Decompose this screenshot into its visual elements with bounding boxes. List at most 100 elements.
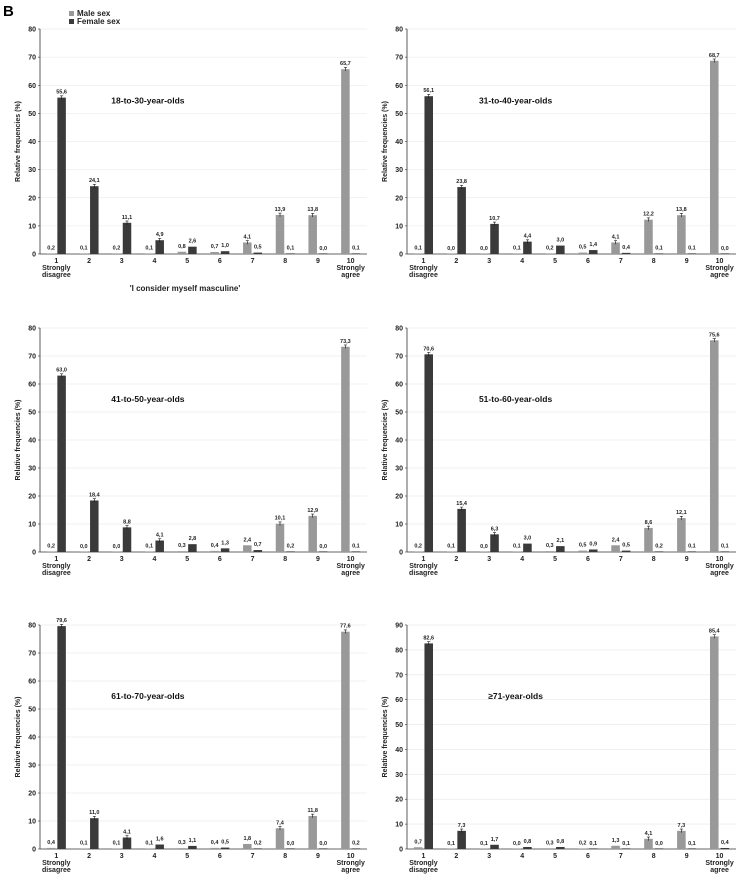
data-label-male: 0,1 <box>447 841 455 847</box>
bar-female <box>57 626 66 849</box>
bar-female <box>57 375 66 552</box>
chart-title: 61-to-70-year-olds <box>111 691 184 701</box>
y-tick-label: 20 <box>28 195 36 202</box>
bar-female <box>556 847 565 849</box>
y-tick-label: 0 <box>399 252 403 259</box>
data-label-female: 0,1 <box>589 841 597 847</box>
y-tick-label: 20 <box>28 791 36 798</box>
bar-male <box>144 551 154 552</box>
bar-male <box>611 242 620 254</box>
y-tick-label: 0 <box>32 550 36 557</box>
bar-male <box>112 551 121 552</box>
data-label-female: 0,2 <box>287 543 295 549</box>
bar-male <box>512 551 522 552</box>
bar-male <box>46 551 56 552</box>
x-tick-sublabel: Strongly <box>409 563 437 570</box>
x-tick-label: 3 <box>487 556 491 563</box>
y-axis-label: Relative frequencies (%) <box>15 400 22 481</box>
data-label-male: 65,7 <box>340 61 351 67</box>
bar-female <box>318 848 328 849</box>
x-tick-sublabel: Strongly <box>705 563 733 570</box>
x-tick-label: 2 <box>454 258 458 265</box>
y-tick-label: 50 <box>28 410 36 417</box>
x-tick-label: 9 <box>316 853 320 860</box>
bar-male <box>479 551 489 552</box>
bar-female <box>286 551 295 552</box>
data-label-female: 0,5 <box>221 840 229 846</box>
x-tick-label: 2 <box>87 258 91 265</box>
data-label-female: 0,1 <box>352 246 360 252</box>
y-tick-label: 80 <box>395 326 403 333</box>
data-label-female: 11,1 <box>122 215 132 221</box>
data-label-female: 7,3 <box>458 823 466 829</box>
x-tick-sublabel: Strongly <box>409 265 437 272</box>
x-tick-label: 10 <box>347 556 355 563</box>
data-label-male: 2,4 <box>612 537 621 543</box>
bar-male <box>413 253 423 254</box>
data-label-male: 0,7 <box>414 839 422 845</box>
bar-male <box>578 848 587 849</box>
y-tick-label: 50 <box>28 707 36 714</box>
x-tick-sublabel: Strongly <box>705 265 733 272</box>
data-label-female: 1,3 <box>221 540 229 546</box>
data-label-female: 1,0 <box>221 243 229 249</box>
y-tick-label: 30 <box>395 466 403 473</box>
x-tick-sublabel: agree <box>341 867 360 874</box>
y-tick-label: 20 <box>395 797 403 804</box>
data-label-female: 0,0 <box>319 246 327 252</box>
bar-female <box>621 848 631 849</box>
bar-female <box>122 837 132 849</box>
bar-female <box>523 241 532 254</box>
bar-female <box>57 97 66 254</box>
x-tick-sublabel: Strongly <box>42 265 70 272</box>
data-label-male: 0,4 <box>47 840 56 846</box>
bar-female <box>253 252 263 254</box>
data-label-male: 0,7 <box>211 244 219 250</box>
data-label-female: 55,6 <box>56 90 67 96</box>
data-label-male: 0,1 <box>145 544 153 550</box>
x-tick-label: 9 <box>685 853 689 860</box>
x-tick-label: 3 <box>487 258 491 265</box>
y-tick-label: 10 <box>395 223 403 230</box>
bar-female <box>457 508 466 552</box>
data-label-male: 68,7 <box>709 53 720 59</box>
bar-female <box>457 187 466 254</box>
y-tick-label: 80 <box>28 623 36 630</box>
bar-female <box>286 848 295 849</box>
y-tick-label: 70 <box>395 55 403 62</box>
legend-swatch-male <box>69 11 74 16</box>
bar-male <box>644 838 653 849</box>
y-tick-label: 10 <box>395 522 403 529</box>
data-label-female: 0,5 <box>254 245 262 251</box>
data-label-female: 24,1 <box>89 178 100 184</box>
bar-female <box>155 240 164 254</box>
data-label-male: 2,4 <box>243 537 252 543</box>
data-label-female: 1,7 <box>491 837 499 843</box>
data-label-male: 77,6 <box>340 624 351 630</box>
data-label-male: 4,1 <box>645 831 653 837</box>
y-tick-label: 50 <box>395 410 403 417</box>
data-label-male: 0,0 <box>513 841 521 847</box>
data-label-male: 4,1 <box>612 234 620 240</box>
y-tick-label: 0 <box>32 252 36 259</box>
chart-title: ≥71-year-olds <box>488 691 543 701</box>
data-label-female: 23,8 <box>456 179 467 185</box>
data-label-male: 13,9 <box>275 207 286 213</box>
y-tick-label: 0 <box>399 550 403 557</box>
y-tick-label: 40 <box>395 438 403 445</box>
bar-male <box>709 636 719 849</box>
bar-male <box>545 253 555 254</box>
x-tick-label: 10 <box>716 258 724 265</box>
x-tick-sublabel: agree <box>710 272 729 279</box>
bar-female <box>687 848 697 849</box>
data-label-male: 10,1 <box>275 516 286 522</box>
bar-female <box>687 253 697 254</box>
x-tick-label: 4 <box>520 853 524 860</box>
bar-male <box>341 346 350 552</box>
bar-female <box>621 252 631 254</box>
y-tick-label: 60 <box>395 697 403 704</box>
data-label-male: 0,0 <box>113 544 121 550</box>
y-tick-label: 50 <box>28 111 36 118</box>
bar-female <box>253 848 263 849</box>
data-label-male: 0,2 <box>546 245 554 251</box>
